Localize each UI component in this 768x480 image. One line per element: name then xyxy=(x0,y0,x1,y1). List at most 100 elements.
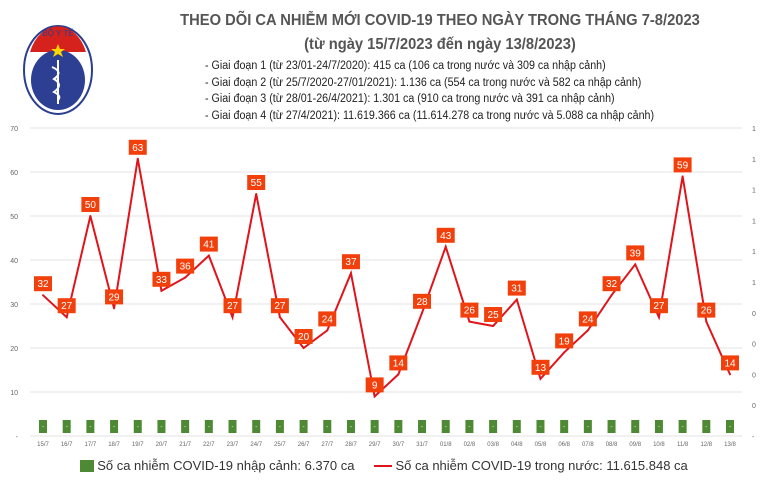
line-data-label: 32 xyxy=(37,279,49,290)
line-data-label: 9 xyxy=(372,380,378,391)
line-data-label: 32 xyxy=(606,279,618,290)
line-point xyxy=(184,276,187,279)
bar-imported xyxy=(631,420,640,433)
bar-imported xyxy=(39,420,47,433)
bar-data-label: - xyxy=(611,425,613,431)
bar-imported xyxy=(275,420,284,433)
right-axis-tick: 1 xyxy=(752,157,756,164)
bar-data-label: - xyxy=(729,425,731,431)
bar-data-label: - xyxy=(232,425,234,431)
bar-data-label: - xyxy=(303,425,305,431)
bar-imported xyxy=(228,420,237,433)
line-point xyxy=(610,294,613,297)
line-data-label: 50 xyxy=(85,200,97,211)
line-data-label: 59 xyxy=(677,160,689,171)
svg-text:BỘ Y TẾ: BỘ Y TẾ xyxy=(42,28,73,38)
data-label-bg xyxy=(318,311,337,327)
bar-imported xyxy=(512,420,521,433)
x-axis-tick: 07/8 xyxy=(582,442,594,448)
line-point xyxy=(421,311,424,314)
line-data-label: 24 xyxy=(322,314,334,325)
bar-data-label: - xyxy=(89,425,91,431)
bar-data-label: - xyxy=(160,425,162,431)
right-axis-tick: 0 xyxy=(752,372,756,379)
data-label-bg xyxy=(270,298,289,314)
bar-imported xyxy=(726,420,734,433)
bar-data-label: - xyxy=(42,425,44,431)
x-axis-tick: 08/8 xyxy=(606,442,618,448)
data-label-bg xyxy=(105,289,124,305)
x-axis-tick: 10/8 xyxy=(653,442,665,448)
bar-imported xyxy=(86,420,95,433)
line-data-label: 27 xyxy=(227,301,239,312)
chart-subtitle: (từ ngày 15/7/2023 đến ngày 13/8/2023) xyxy=(304,36,576,53)
bar-data-label: - xyxy=(184,425,186,431)
x-axis-tick: 04/8 xyxy=(511,442,523,448)
data-label-bg xyxy=(626,245,645,261)
line-point xyxy=(397,373,400,376)
line-point xyxy=(444,245,447,248)
line-data-label: 39 xyxy=(630,248,642,259)
x-axis-tick: 06/8 xyxy=(558,442,570,448)
line-data-label: 27 xyxy=(653,301,665,312)
bar-data-label: - xyxy=(445,425,447,431)
data-label-bg xyxy=(223,298,242,314)
left-axis-tick: 40 xyxy=(10,258,18,265)
legend-label-domestic: Số ca nhiễm COVID-19 trong nước: 11.615.… xyxy=(395,458,688,473)
data-label-bg xyxy=(507,280,526,296)
data-label-bg xyxy=(199,236,218,252)
legend-label-imported: Số ca nhiễm COVID-19 nhập cảnh: 6.370 ca xyxy=(97,458,355,473)
line-data-label: 19 xyxy=(559,336,571,347)
line-data-label: 14 xyxy=(724,358,736,369)
bar-imported xyxy=(252,420,261,433)
line-data-label: 41 xyxy=(203,240,215,251)
line-point xyxy=(468,320,471,323)
line-point xyxy=(255,193,258,195)
line-data-label: 13 xyxy=(535,363,547,374)
x-axis-tick: 16/7 xyxy=(61,442,73,448)
bar-imported xyxy=(346,420,355,433)
data-label-bg xyxy=(721,355,739,371)
line-point xyxy=(65,316,68,319)
line-point xyxy=(42,294,44,297)
left-axis-tick: 70 xyxy=(10,126,18,133)
left-axis-tick: 50 xyxy=(10,214,18,221)
line-point xyxy=(113,307,116,310)
bar-imported xyxy=(157,420,166,433)
line-data-label: 20 xyxy=(298,332,310,343)
x-axis-tick: 22/7 xyxy=(203,442,215,448)
x-axis-tick: 19/7 xyxy=(132,442,144,448)
bar-data-label: - xyxy=(587,425,589,431)
x-axis-tick: 11/8 xyxy=(677,442,689,448)
bar-imported xyxy=(299,420,308,433)
bar-data-label: - xyxy=(397,425,399,431)
line-data-label: 37 xyxy=(345,257,357,268)
right-axis-tick: 1 xyxy=(752,218,756,225)
x-axis-tick: 30/7 xyxy=(393,442,405,448)
left-axis-tick: 10 xyxy=(10,390,18,397)
stage-summary: - Giai đoạn 1 (từ 23/01-24/7/2020): 415 … xyxy=(205,58,654,124)
legend-swatch-line xyxy=(374,464,393,467)
data-label-bg xyxy=(697,302,716,318)
bar-data-label: - xyxy=(137,425,139,431)
bar-data-label: - xyxy=(421,425,423,431)
bar-data-label: - xyxy=(658,425,660,431)
line-point xyxy=(729,373,731,376)
line-data-label: 43 xyxy=(440,231,452,242)
x-axis-tick: 21/7 xyxy=(179,442,191,448)
left-axis-tick: 60 xyxy=(10,170,18,177)
line-data-label: 28 xyxy=(416,297,428,308)
line-point xyxy=(705,320,708,323)
line-data-label: 27 xyxy=(61,301,73,312)
data-label-bg xyxy=(247,175,266,190)
x-axis-tick: 09/8 xyxy=(629,442,641,448)
bar-imported xyxy=(133,420,142,433)
bar-data-label: - xyxy=(539,425,541,431)
line-point xyxy=(681,175,684,178)
line-data-label: 24 xyxy=(582,314,594,325)
stage-1: - Giai đoạn 1 (từ 23/01-24/7/2020): 415 … xyxy=(205,60,606,72)
bar-data-label: - xyxy=(255,425,257,431)
x-axis-tick: 27/7 xyxy=(321,442,333,448)
line-data-label: 31 xyxy=(511,284,523,295)
data-label-bg xyxy=(602,276,621,292)
